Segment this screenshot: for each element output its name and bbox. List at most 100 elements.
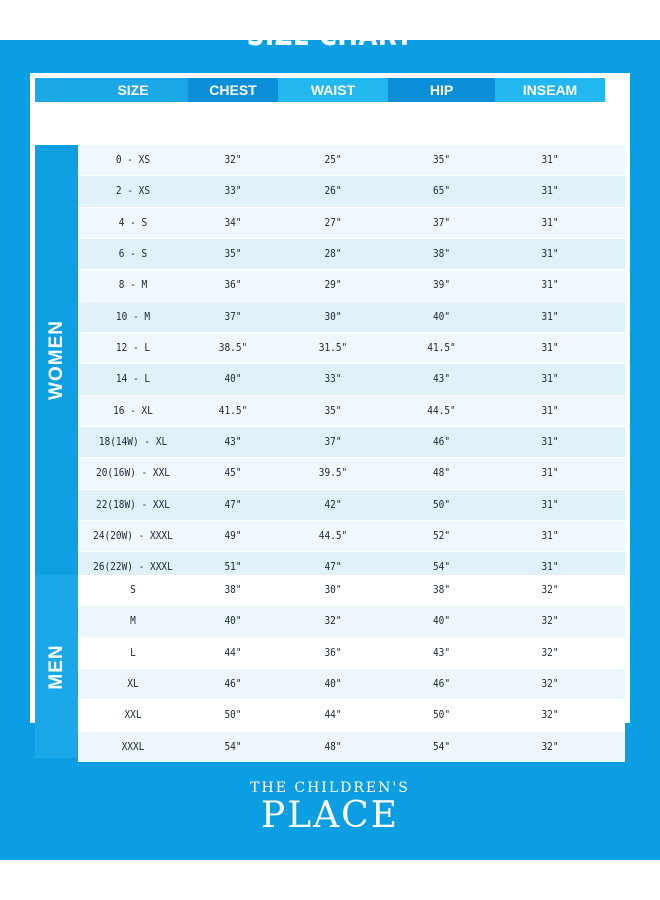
table-cell-waist: 29" (324, 279, 342, 292)
table-cell-size: S (130, 584, 136, 596)
table-row: 12 - L 38.5" 31.5" 41.5" 31" (78, 332, 625, 364)
table-row: 18(14W) - XL 43" 37" 46" 31" (78, 426, 625, 458)
table-cell-waist: 32" (324, 615, 342, 628)
table-cell-inseam: 32" (541, 584, 559, 596)
table-row: 4 - S 34" 27" 37" 31" (78, 206, 625, 239)
table-cell-inseam: 31" (541, 342, 559, 355)
table-cell-waist: 25" (324, 154, 342, 166)
header-inseam: INSEAM (495, 78, 605, 102)
table-cell-hip: 46" (432, 436, 451, 449)
table-cell-chest: 40" (224, 373, 242, 386)
table-cell-chest: 40" (224, 615, 242, 628)
table-cell-hip: 43" (432, 646, 451, 659)
table-cell-chest: 49" (224, 530, 242, 543)
table-cell-chest: 36" (224, 279, 242, 292)
table-cell-size: 10 - M (115, 310, 151, 323)
table-row: L 44" 36" 43" 32" (78, 636, 625, 669)
table-cell-hip: 40" (432, 310, 451, 323)
table-cell-hip: 50" (432, 709, 451, 722)
header-size: SIZE (78, 78, 188, 102)
table-cell-hip: 39" (432, 279, 451, 292)
table-cell-chest: 47" (224, 498, 242, 511)
table-cell-chest: 50" (224, 709, 242, 722)
group-label-men: MEN (35, 575, 78, 758)
table-cell-inseam: 32" (541, 709, 559, 722)
table-cell-chest: 37" (224, 310, 242, 323)
table-cell-size: 18(14W) - XL (98, 436, 168, 449)
table-cell-chest: 44" (224, 646, 242, 659)
table-cell-inseam: 31" (541, 498, 559, 511)
table-cell-size: 0 - XS (115, 154, 151, 166)
table-row: 6 - S 35" 28" 38" 31" (78, 238, 625, 270)
table-header: SIZE CHEST WAIST HIP INSEAM (35, 78, 625, 102)
table-cell-inseam: 32" (541, 678, 559, 691)
table-cell-chest: 41.5" (218, 404, 248, 417)
table-cell-inseam: 31" (541, 561, 559, 574)
table-cell-hip: 54" (432, 561, 451, 574)
table-cell-size: M (130, 615, 136, 628)
table-cell-inseam: 31" (541, 373, 559, 386)
table-cell-size: XXL (124, 709, 142, 722)
table-cell-inseam: 32" (541, 646, 559, 659)
table-row: 10 - M 37" 30" 40" 31" (78, 300, 625, 333)
table-row: 24(20W) - XXXL 49" 44.5" 52" 31" (78, 520, 625, 552)
table-cell-size: 4 - S (118, 216, 148, 229)
table-cell-inseam: 31" (541, 185, 559, 198)
group-label-text: WOMEN (45, 320, 67, 400)
table-cell-chest: 38.5" (218, 342, 248, 355)
table-cell-size: XXXL (121, 740, 145, 753)
table-cell-inseam: 32" (541, 615, 559, 628)
table-row: 20(16W) - XXL 45" 39.5" 48" 31" (78, 457, 625, 489)
table-cell-size: 14 - L (115, 373, 151, 386)
table-cell-hip: 44.5" (427, 404, 456, 417)
table-cell-hip: 41.5" (427, 342, 456, 355)
table-cell-hip: 52" (432, 530, 451, 543)
table-cell-hip: 38" (432, 584, 451, 596)
table-cell-hip: 46" (432, 678, 451, 691)
table-cell-size: XL (127, 678, 139, 691)
table-cell-chest: 54" (224, 740, 242, 753)
table-cell-waist: 37" (324, 436, 342, 449)
header-hip: HIP (388, 78, 495, 102)
table-cell-waist: 36" (324, 646, 342, 659)
table-cell-hip: 37" (432, 216, 451, 229)
table-cell-waist: 39.5" (318, 467, 348, 480)
table-cell-chest: 45" (224, 467, 242, 480)
table-cell-hip: 38" (432, 248, 451, 261)
table-cell-size: 22(18W) - XXL (96, 498, 170, 511)
table-cell-hip: 54" (432, 740, 451, 753)
table-cell-inseam: 31" (541, 248, 559, 261)
table-cell-hip: 48" (432, 467, 451, 480)
size-chart-table: SIZE CHEST WAIST HIP INSEAM WOMEN 0 - XS… (30, 73, 630, 763)
table-cell-size: 12 - L (115, 342, 151, 355)
table-cell-waist: 47" (324, 561, 342, 574)
table-cell-waist: 35" (324, 404, 342, 417)
brand-line-2: PLACE (261, 795, 399, 836)
table-cell-waist: 30" (324, 584, 342, 596)
table-cell-chest: 33" (224, 185, 242, 198)
table-cell-chest: 32" (224, 154, 242, 166)
women-rows: 0 - XS 32" 25" 35" 31" 2 - XS 33" 26" 65" 31" 4 - … (78, 145, 625, 583)
table-row: M 40" 32" 40" 32" (78, 605, 625, 637)
table-cell-chest: 38" (224, 584, 242, 596)
men-rows: S 38" 30" 38" 32" M 40" 32" 40" 32" L 44" 36" 43" 32" X… (78, 575, 625, 763)
table-cell-size: 2 - XS (115, 185, 151, 198)
table-cell-hip: 50" (432, 498, 451, 511)
table-cell-waist: 42" (324, 498, 342, 511)
table-row: 0 - XS 32" 25" 35" 31" (78, 145, 625, 176)
table-cell-inseam: 31" (541, 310, 559, 323)
table-cell-waist: 28" (324, 248, 342, 261)
table-cell-waist: 44.5" (318, 530, 348, 543)
page-title: SIZE CHART (246, 18, 414, 53)
table-cell-chest: 43" (224, 436, 242, 449)
table-cell-inseam: 32" (541, 740, 559, 753)
table-row: 16 - XL 41.5" 35" 44.5" 31" (78, 394, 625, 427)
table-row: S 38" 30" 38" 32" (78, 575, 625, 606)
header-chest: CHEST (188, 78, 278, 102)
table-cell-inseam: 31" (541, 530, 559, 543)
group-label-text: MEN (45, 643, 67, 690)
table-cell-inseam: 31" (541, 216, 559, 229)
table-cell-size: 16 - XL (113, 404, 153, 417)
table-cell-size: 26(22W) - XXXL (93, 561, 173, 574)
table-row: XL 46" 40" 46" 32" (78, 668, 625, 700)
